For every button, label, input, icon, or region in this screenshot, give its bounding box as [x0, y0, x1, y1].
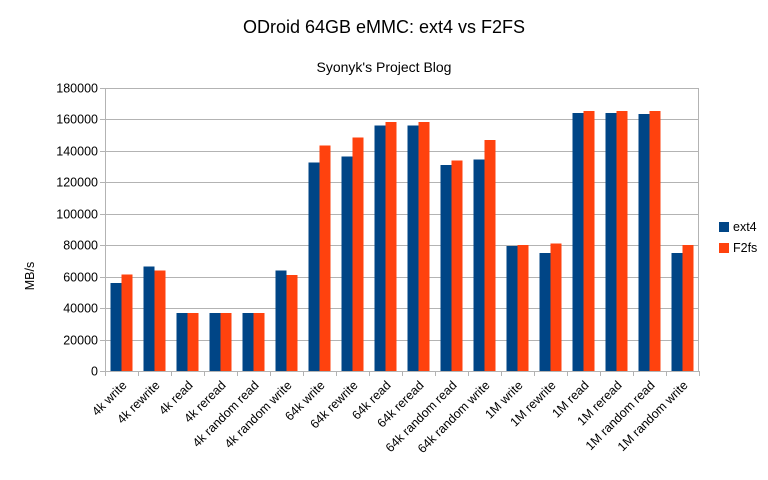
bar-ext4-1m-random-read: [638, 113, 650, 372]
bar-ext4-64k-rewrite: [341, 156, 353, 371]
bar-ext4-64k-write: [308, 162, 320, 371]
bar-ext4-4k-random-write: [275, 270, 287, 371]
bar-ext4-4k-read: [176, 312, 188, 371]
bar-f2fs-1m-read: [583, 110, 595, 371]
bar-ext4-4k-rewrite: [143, 266, 155, 371]
bar-f2fs-4k-rewrite: [154, 270, 166, 371]
bar-ext4-1m-rewrite: [539, 253, 551, 371]
bar-f2fs-64k-random-read: [451, 160, 463, 371]
bar-f2fs-4k-write: [121, 274, 133, 371]
legend-swatch-f2fs: [719, 243, 729, 253]
y-tick-label-20000: 20000: [63, 334, 98, 348]
bar-ext4-64k-read: [374, 125, 386, 371]
bar-f2fs-1m-reread: [616, 110, 628, 371]
y-tick-label-40000: 40000: [63, 302, 98, 316]
bar-f2fs-1m-rewrite: [550, 243, 562, 371]
y-tick-label-0: 0: [91, 365, 98, 379]
bar-f2fs-64k-read: [385, 121, 397, 371]
bar-ext4-1m-random-write: [671, 253, 683, 371]
bar-f2fs-4k-random-write: [286, 275, 298, 371]
bar-ext4-4k-random-read: [242, 312, 254, 371]
bar-f2fs-1m-write: [517, 245, 529, 371]
bar-f2fs-64k-write: [319, 145, 331, 371]
bar-ext4-4k-reread: [209, 312, 221, 371]
bar-f2fs-1m-random-write: [682, 245, 694, 371]
bar-f2fs-4k-read: [187, 312, 199, 371]
y-tick-label-60000: 60000: [63, 271, 98, 285]
bar-ext4-1m-write: [506, 246, 518, 371]
bar-f2fs-4k-reread: [220, 312, 232, 371]
legend-swatch-ext4: [719, 222, 729, 232]
chart-subtitle: Syonyk's Project Blog: [316, 59, 452, 75]
y-tick-label-140000: 140000: [56, 145, 98, 159]
bar-ext4-1m-read: [572, 113, 584, 372]
bar-ext4-4k-write: [110, 282, 122, 371]
legend-label-f2fs: F2fs: [733, 241, 758, 255]
y-tick-label-100000: 100000: [56, 208, 98, 222]
chart-legend: ext4 F2fs: [719, 220, 757, 255]
bar-f2fs-64k-random-write: [484, 139, 496, 371]
legend-item-ext4: ext4: [719, 220, 757, 234]
chart-title: ODroid 64GB eMMC: ext4 vs F2FS: [242, 17, 526, 37]
bar-ext4-1m-reread: [605, 113, 617, 372]
bar-ext4-64k-random-read: [440, 165, 452, 371]
bar-f2fs-64k-rewrite: [352, 137, 364, 371]
y-tick-label-120000: 120000: [56, 176, 98, 190]
bar-f2fs-4k-random-read: [253, 312, 265, 371]
bar-f2fs-64k-reread: [418, 121, 430, 371]
y-tick-label-180000: 180000: [56, 82, 98, 96]
bar-ext4-64k-random-write: [473, 159, 485, 371]
bar-ext4-64k-reread: [407, 125, 419, 371]
y-tick-label-80000: 80000: [63, 239, 98, 253]
bar-f2fs-1m-random-read: [649, 110, 661, 371]
legend-item-f2fs: F2fs: [719, 241, 757, 255]
legend-label-ext4: ext4: [733, 220, 757, 234]
y-tick-label-160000: 160000: [56, 113, 98, 127]
